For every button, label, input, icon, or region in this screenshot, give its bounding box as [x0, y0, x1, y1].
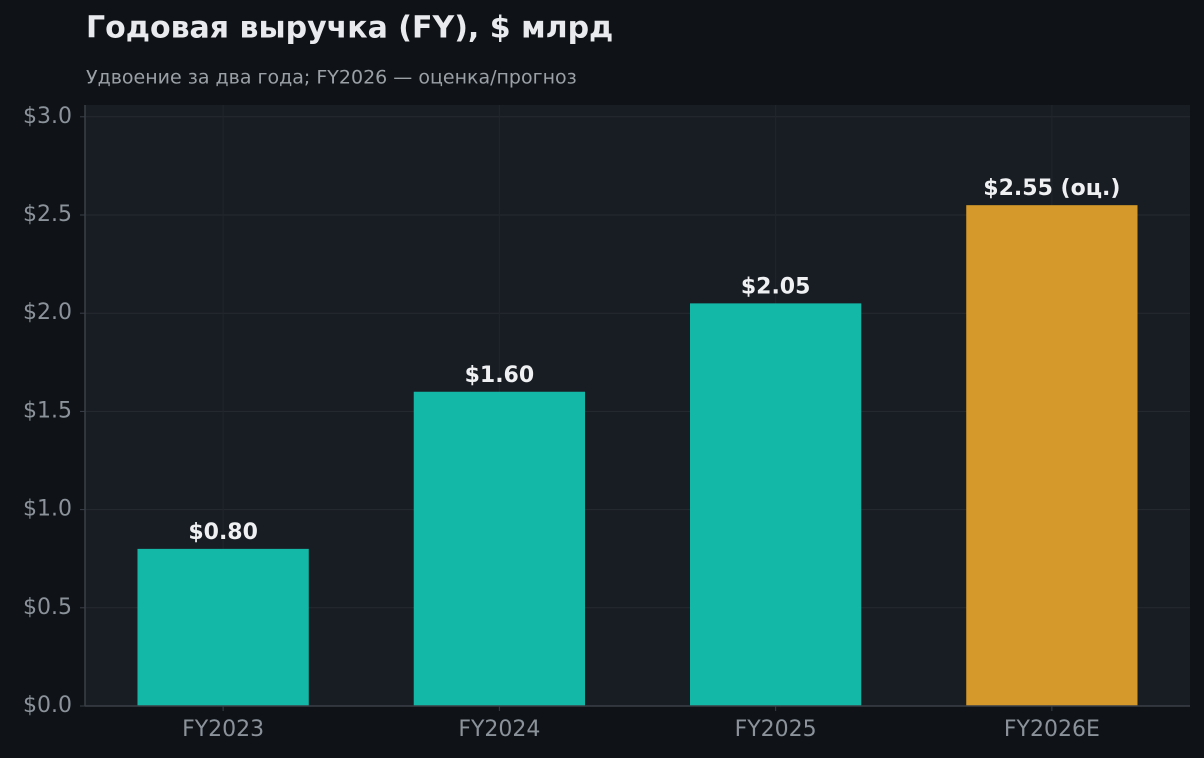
y-tick-label: $2.0 [23, 300, 72, 325]
bar [137, 548, 309, 706]
bar [689, 303, 862, 706]
y-tick-label: $1.5 [23, 398, 72, 423]
chart-subtitle: Удвоение за два года; FY2026 — оценка/пр… [86, 67, 577, 89]
x-tick-label: FY2023 [182, 717, 264, 742]
value-label: $2.05 [741, 274, 811, 299]
value-label: $1.60 [465, 363, 535, 388]
value-label: $0.80 [188, 520, 258, 545]
y-tick-label: $0.5 [23, 595, 72, 620]
y-tick-label: $3.0 [23, 104, 72, 129]
y-tick-label: $2.5 [23, 202, 72, 227]
bar [413, 391, 586, 706]
value-label: $2.55 (оц.) [983, 176, 1120, 201]
y-tick-label: $1.0 [23, 497, 72, 522]
chart-title: Годовая выручка (FY), $ млрд [86, 11, 613, 46]
bar [966, 205, 1138, 706]
x-tick-label: FY2025 [735, 717, 817, 742]
x-tick-label: FY2026E [1004, 717, 1100, 742]
y-tick-label: $0.0 [23, 693, 72, 718]
x-tick-label: FY2024 [458, 717, 540, 742]
